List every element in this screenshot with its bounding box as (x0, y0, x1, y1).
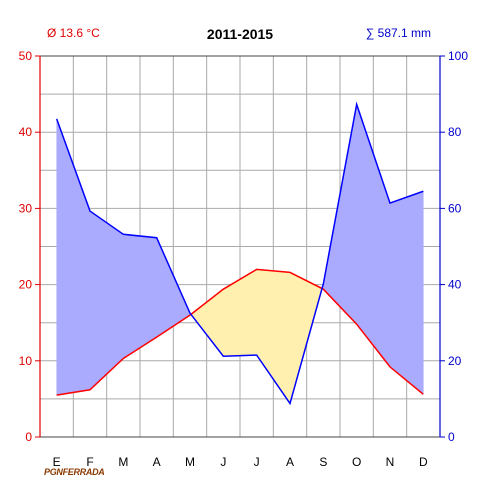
month-label: M (118, 455, 128, 469)
right-axis-tick-label: 20 (448, 354, 462, 368)
month-label: N (386, 455, 395, 469)
right-axis-tick-label: 40 (448, 278, 462, 292)
month-label: O (352, 455, 361, 469)
month-label: A (153, 455, 161, 469)
left-axis-tick-label: 30 (19, 201, 33, 215)
month-label: M (185, 455, 195, 469)
humid-period-area (389, 190, 424, 395)
mean-temperature-label: Ø 13.6 °C (47, 26, 100, 40)
temperature-line (56, 268, 424, 396)
right-axis-tick-label: 60 (448, 201, 462, 215)
month-label: F (86, 455, 93, 469)
precipitation-line (55, 101, 424, 406)
left-axis-tick-label: 20 (19, 278, 33, 292)
left-axis-tick-label: 40 (19, 125, 33, 139)
month-label: E (53, 455, 61, 469)
left-axis-tick-label: 0 (25, 430, 32, 444)
left-axis-tick-label: 50 (19, 49, 33, 63)
month-label: J (254, 455, 260, 469)
chart-title: 2011-2015 (206, 26, 274, 42)
credit-label: PGNFERRADA (44, 467, 105, 477)
total-precipitation-label: ∑ 587.1 mm (365, 26, 431, 40)
month-label: J (220, 455, 226, 469)
month-label: A (286, 455, 294, 469)
month-label: S (319, 455, 327, 469)
arid-period-area (223, 268, 257, 357)
month-label: D (419, 455, 428, 469)
right-axis-tick-label: 0 (448, 430, 455, 444)
right-axis-tick-label: 100 (448, 49, 468, 63)
left-axis-tick-label: 10 (19, 354, 33, 368)
right-axis-tick-label: 80 (448, 125, 462, 139)
